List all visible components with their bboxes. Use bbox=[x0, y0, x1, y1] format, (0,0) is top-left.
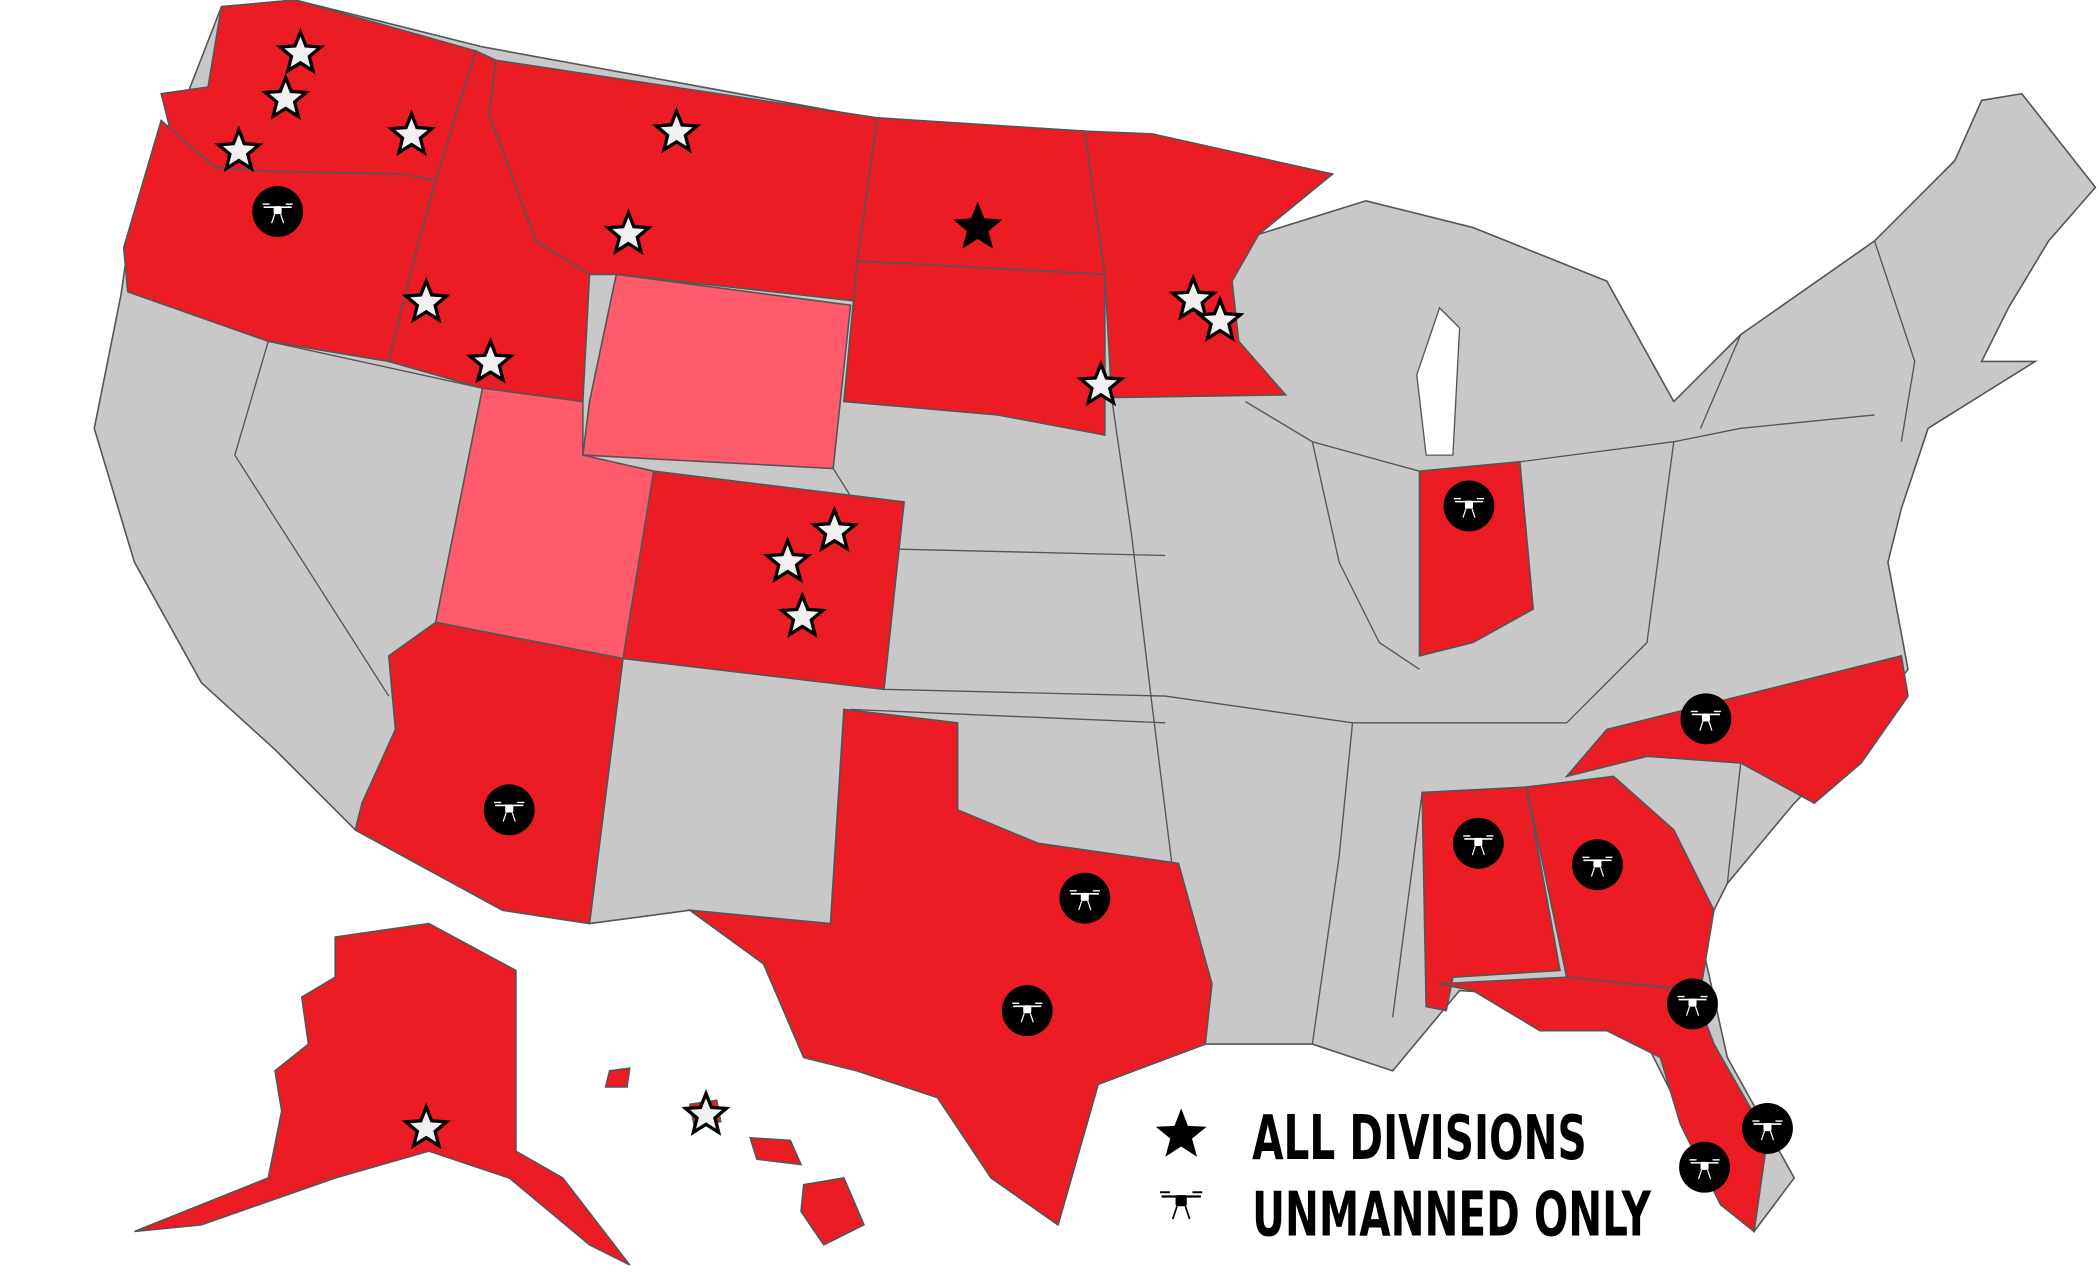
star-icon bbox=[809, 505, 860, 553]
star-icon bbox=[386, 109, 437, 157]
state-border bbox=[850, 708, 1166, 724]
star-icon bbox=[401, 276, 451, 324]
state-colorado[interactable] bbox=[622, 470, 905, 691]
legend-star-icon bbox=[1155, 1108, 1207, 1157]
legend-unmanned-only-label: UNMANNED ONLY bbox=[1252, 1178, 1652, 1250]
star-icon bbox=[401, 1102, 451, 1150]
state-border bbox=[1566, 441, 1675, 724]
star-icon bbox=[1195, 295, 1245, 343]
star-icon bbox=[953, 201, 1003, 249]
star-icon bbox=[777, 591, 827, 638]
star-icon bbox=[261, 73, 311, 120]
star-icon bbox=[465, 336, 516, 384]
state-hawaii[interactable] bbox=[604, 1067, 865, 1246]
states-layer bbox=[122, 0, 1909, 1266]
star-icon bbox=[1168, 273, 1218, 321]
state-border bbox=[1110, 397, 1173, 864]
legend: ALL DIVISIONS UNMANNED ONLY bbox=[1155, 1102, 1652, 1250]
state-wyoming[interactable] bbox=[581, 273, 852, 470]
drone-icon bbox=[1742, 1102, 1793, 1154]
state-alaska[interactable] bbox=[134, 922, 631, 1266]
markers-layer bbox=[214, 27, 1793, 1193]
drone-icon bbox=[1679, 1141, 1730, 1193]
state-washington[interactable] bbox=[160, 0, 477, 182]
state-border bbox=[1699, 334, 1742, 429]
drone-icon bbox=[1059, 872, 1111, 924]
legend-drone-icon bbox=[1160, 1191, 1203, 1220]
star-icon bbox=[763, 536, 813, 584]
state-minnesota[interactable] bbox=[1083, 130, 1335, 399]
state-border bbox=[1245, 400, 1420, 472]
drone-icon bbox=[1680, 693, 1732, 745]
drone-icon bbox=[483, 784, 535, 836]
drone-icon bbox=[1443, 480, 1495, 532]
lake-michigan bbox=[1416, 306, 1461, 456]
state-border bbox=[1519, 414, 1875, 463]
legend-all-divisions-label: ALL DIVISIONS bbox=[1252, 1102, 1587, 1174]
drone-icon bbox=[1001, 985, 1053, 1037]
state-texas[interactable] bbox=[687, 708, 1213, 1227]
drone-icon bbox=[1572, 839, 1623, 891]
state-border bbox=[1392, 792, 1423, 1018]
drone-icon bbox=[1667, 978, 1718, 1030]
star-icon bbox=[214, 125, 264, 173]
state-south-dakota[interactable] bbox=[842, 260, 1106, 436]
star-icon bbox=[603, 208, 653, 256]
drone-icon bbox=[252, 186, 304, 237]
state-arizona[interactable] bbox=[354, 621, 624, 925]
star-icon bbox=[681, 1089, 731, 1136]
state-north-dakota[interactable] bbox=[856, 116, 1106, 276]
star-icon bbox=[651, 106, 702, 154]
drone-icon bbox=[1452, 817, 1504, 869]
state-border bbox=[1311, 441, 1420, 670]
state-border bbox=[1873, 240, 1916, 442]
state-border bbox=[884, 688, 1567, 724]
star-icon bbox=[275, 27, 326, 75]
star-icon bbox=[1076, 359, 1126, 407]
state-border bbox=[1311, 722, 1354, 1045]
